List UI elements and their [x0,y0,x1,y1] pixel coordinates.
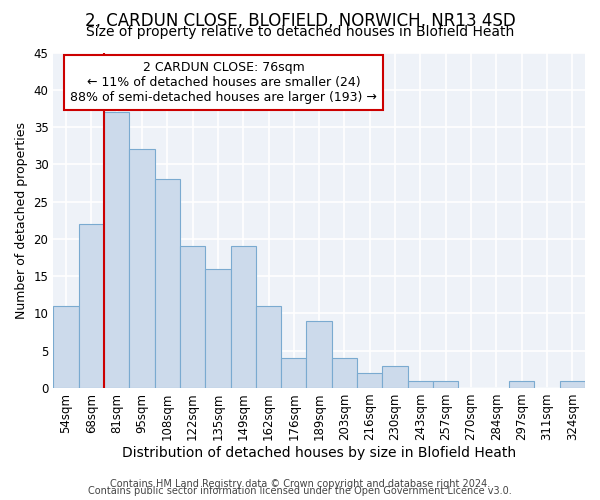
Bar [53,306,79,388]
Bar [180,246,205,388]
Text: Contains public sector information licensed under the Open Government Licence v3: Contains public sector information licen… [88,486,512,496]
Bar [230,246,256,388]
Y-axis label: Number of detached properties: Number of detached properties [15,122,28,318]
Bar [332,358,357,388]
Text: Size of property relative to detached houses in Blofield Heath: Size of property relative to detached ho… [86,25,514,39]
Bar [382,366,408,388]
Bar [408,380,433,388]
Text: Contains HM Land Registry data © Crown copyright and database right 2024.: Contains HM Land Registry data © Crown c… [110,479,490,489]
Bar [104,112,129,388]
Bar [205,268,230,388]
Bar [560,380,585,388]
Bar [129,150,155,388]
Bar [79,224,104,388]
Bar [281,358,307,388]
Bar [307,321,332,388]
Bar [357,373,382,388]
Text: 2 CARDUN CLOSE: 76sqm
← 11% of detached houses are smaller (24)
88% of semi-deta: 2 CARDUN CLOSE: 76sqm ← 11% of detached … [70,61,377,104]
Bar [155,179,180,388]
X-axis label: Distribution of detached houses by size in Blofield Heath: Distribution of detached houses by size … [122,446,516,460]
Bar [509,380,535,388]
Bar [433,380,458,388]
Text: 2, CARDUN CLOSE, BLOFIELD, NORWICH, NR13 4SD: 2, CARDUN CLOSE, BLOFIELD, NORWICH, NR13… [85,12,515,30]
Bar [256,306,281,388]
